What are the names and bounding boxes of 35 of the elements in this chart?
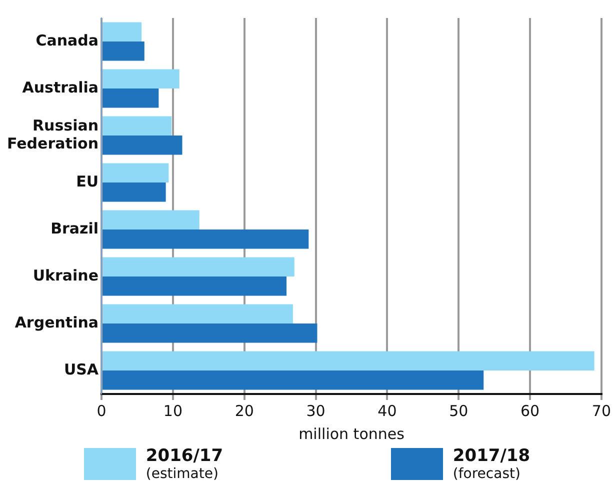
x-tick-label: 0 (96, 402, 106, 420)
bar (102, 182, 166, 202)
x-tick-label: 60 (520, 402, 540, 420)
y-tick-label: Australia (22, 78, 99, 96)
bar (102, 257, 294, 276)
bar (102, 116, 172, 136)
y-tick-label: Argentina (14, 313, 99, 332)
legend-label: 2017/18 (forecast) (452, 446, 530, 483)
x-axis-title: million tonnes (298, 424, 405, 443)
bar (102, 88, 159, 108)
legend-label: 2016/17 (estimate) (146, 446, 224, 483)
bar (102, 163, 169, 182)
x-tick-label: 40 (378, 402, 397, 420)
x-tick-label: 50 (449, 402, 468, 420)
x-tick-label: 10 (163, 402, 182, 420)
bar (102, 370, 484, 390)
y-tick-label: Brazil (50, 219, 99, 238)
x-tick-label: 70 (592, 402, 612, 420)
bar (102, 210, 200, 230)
bar (102, 230, 309, 249)
y-tick-label: Canada (36, 31, 99, 50)
x-tick-label: 20 (234, 402, 254, 420)
x-tick-label: 30 (306, 402, 326, 420)
bar (102, 22, 142, 42)
y-tick-label: USA (64, 360, 99, 378)
y-tick-label: EU (76, 172, 99, 190)
bar (102, 351, 594, 370)
bar (102, 276, 287, 296)
y-tick-label: Ukraine (32, 266, 99, 284)
bar (102, 69, 180, 88)
bar (102, 324, 318, 343)
bar (102, 136, 182, 155)
y-tick-label: Russian Federation (6, 116, 99, 152)
bar (102, 42, 144, 61)
bar (102, 304, 293, 324)
